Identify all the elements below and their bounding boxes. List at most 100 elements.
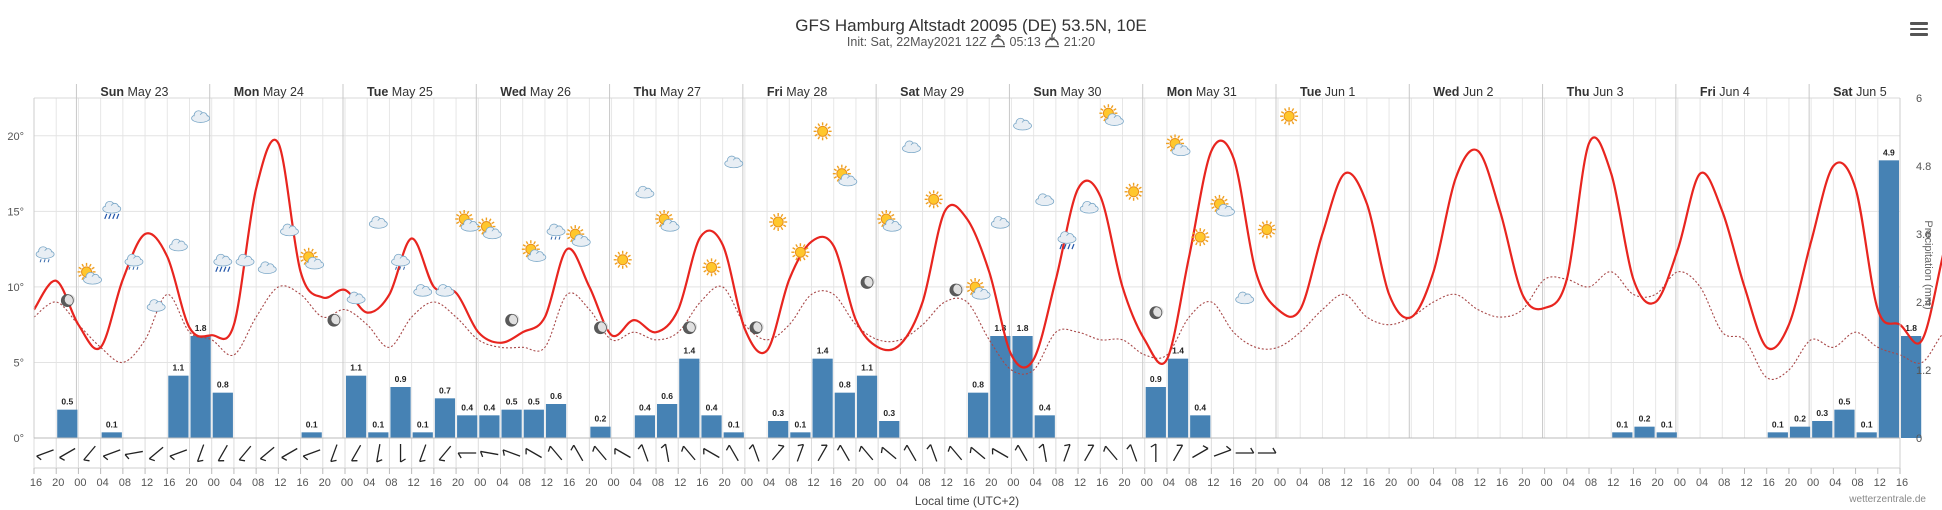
sun-disc [1128, 186, 1140, 198]
sun-ray [525, 241, 529, 245]
precip-label: 0.5 [1839, 397, 1851, 407]
hamburger-menu-icon[interactable] [1910, 22, 1928, 36]
sun-ray [716, 262, 720, 265]
day-label: Fri May 28 [767, 85, 827, 99]
wind-arrow-shaft [59, 447, 76, 459]
wind-arrow-barb [419, 459, 426, 463]
moon-rim [594, 321, 607, 335]
wind-arrow-barb [197, 459, 204, 463]
wind-arrow-icon [926, 444, 938, 462]
wind-arrow-icon [36, 449, 54, 461]
precipitation-bars: 0.5 0.1 1.1 1.8 0.8 0.1 1.1 0.1 0.9 0.1 0.7 0.4 0.4 0… [57, 147, 1922, 439]
cloud-fill [347, 296, 365, 304]
wind-arrow-icon [771, 444, 785, 461]
wind-arrow-shaft [438, 445, 452, 461]
wind-arrow-shaft [992, 447, 1009, 459]
wind-arrow-icon [419, 444, 427, 463]
sun-ray [481, 218, 484, 222]
wind-arrow-icon [376, 444, 383, 463]
sun-ray [936, 204, 939, 208]
day-date: May 26 [530, 85, 571, 99]
wind-arrow-icon [102, 449, 121, 461]
y-right-tick-label: 1.2 [1916, 365, 1931, 377]
cloud-shape [168, 242, 188, 252]
wind-arrow-barb [457, 452, 462, 459]
sun-ray [706, 259, 710, 263]
wind-arrow-shaft [664, 444, 670, 462]
x-tick-label: 00 [474, 477, 486, 489]
wind-arrow-shaft [525, 447, 542, 459]
cloud-puff [282, 223, 293, 234]
rain-drop [219, 266, 223, 273]
wind-arrow-barb [614, 448, 616, 455]
precip-label: 0.1 [1861, 419, 1873, 429]
sun-disc [880, 213, 892, 225]
wind-arrow-barb [1176, 444, 1183, 446]
sun-ray [627, 262, 631, 265]
moon-disc [594, 321, 607, 334]
sun-ray [88, 276, 92, 281]
sun-ray [1284, 121, 1287, 125]
precip-bar [168, 375, 189, 438]
sun-ray [1192, 232, 1196, 235]
sun-ray [1166, 145, 1171, 149]
cloud-icon [902, 140, 921, 154]
wind-arrow-barb [302, 455, 309, 461]
sun-ray [1271, 224, 1276, 228]
sun-disc [772, 216, 784, 228]
cloud-puff [1224, 205, 1233, 214]
precip-bar [790, 432, 811, 438]
cloud-puff [1113, 115, 1122, 124]
precip-bar [968, 392, 989, 438]
sun-disc [1261, 224, 1273, 236]
wind-arrow-icon [703, 447, 720, 459]
cloud-puff [155, 301, 164, 310]
sunset-time: 21:20 [1063, 35, 1096, 49]
grid [33, 98, 1901, 439]
sun-ray [1192, 239, 1196, 243]
moon-light [1153, 306, 1164, 317]
precip-bar [1190, 415, 1211, 438]
cloud-icon [435, 284, 455, 297]
cloud-puff [1174, 143, 1184, 154]
wind-arrow-icon [1126, 444, 1138, 462]
cloud-puff [349, 291, 360, 302]
wind-arrow-icon [725, 444, 739, 462]
drizzle-drop [403, 266, 406, 270]
day-label: Mon May 31 [1167, 85, 1237, 99]
wind-arrow-icon [969, 446, 986, 460]
precip-bar [1767, 432, 1788, 438]
precip-label: 0.2 [1794, 414, 1806, 424]
sun-ray [1113, 108, 1117, 111]
wind-arrow-barb [1064, 443, 1071, 447]
day-label: Sat May 29 [900, 85, 964, 99]
wind-arrow-barb [1202, 445, 1209, 450]
cloud-puff [44, 248, 53, 257]
partly-cloudy-icon [1099, 104, 1124, 126]
wind-arrow-barb [1087, 444, 1094, 446]
sun-ray [659, 223, 662, 228]
day-name: Mon [234, 85, 263, 99]
sun-disc [794, 246, 806, 258]
x-tick-label: 12 [674, 477, 686, 489]
page-title: GFS Hamburg Altstadt 20095 (DE) 53.5N, 1… [795, 16, 1147, 35]
cloud-shape [482, 229, 502, 240]
precip-label: 0.8 [972, 380, 984, 390]
sun-ray [478, 228, 482, 232]
cloud-icon [280, 223, 299, 237]
precip-label: 0.6 [661, 391, 673, 401]
day-labels: Sun May 23 Mon May 24 Tue May 25 Wed May 26… [34, 84, 1900, 438]
x-tick-label: 08 [1318, 477, 1330, 489]
rain-drop [104, 213, 108, 220]
precip-label: 0.1 [106, 419, 118, 429]
cloud-puff [1021, 119, 1030, 128]
wind-arrow-icon [547, 445, 563, 461]
day-date: Jun 5 [1856, 85, 1887, 99]
sun-ray [303, 261, 307, 265]
precip-label: 0.5 [506, 397, 518, 407]
cloud-fill [528, 253, 546, 261]
precip-bar [190, 336, 211, 438]
sun-ray [466, 210, 470, 215]
sun-ray [928, 204, 932, 208]
cloud-fill [147, 303, 165, 311]
